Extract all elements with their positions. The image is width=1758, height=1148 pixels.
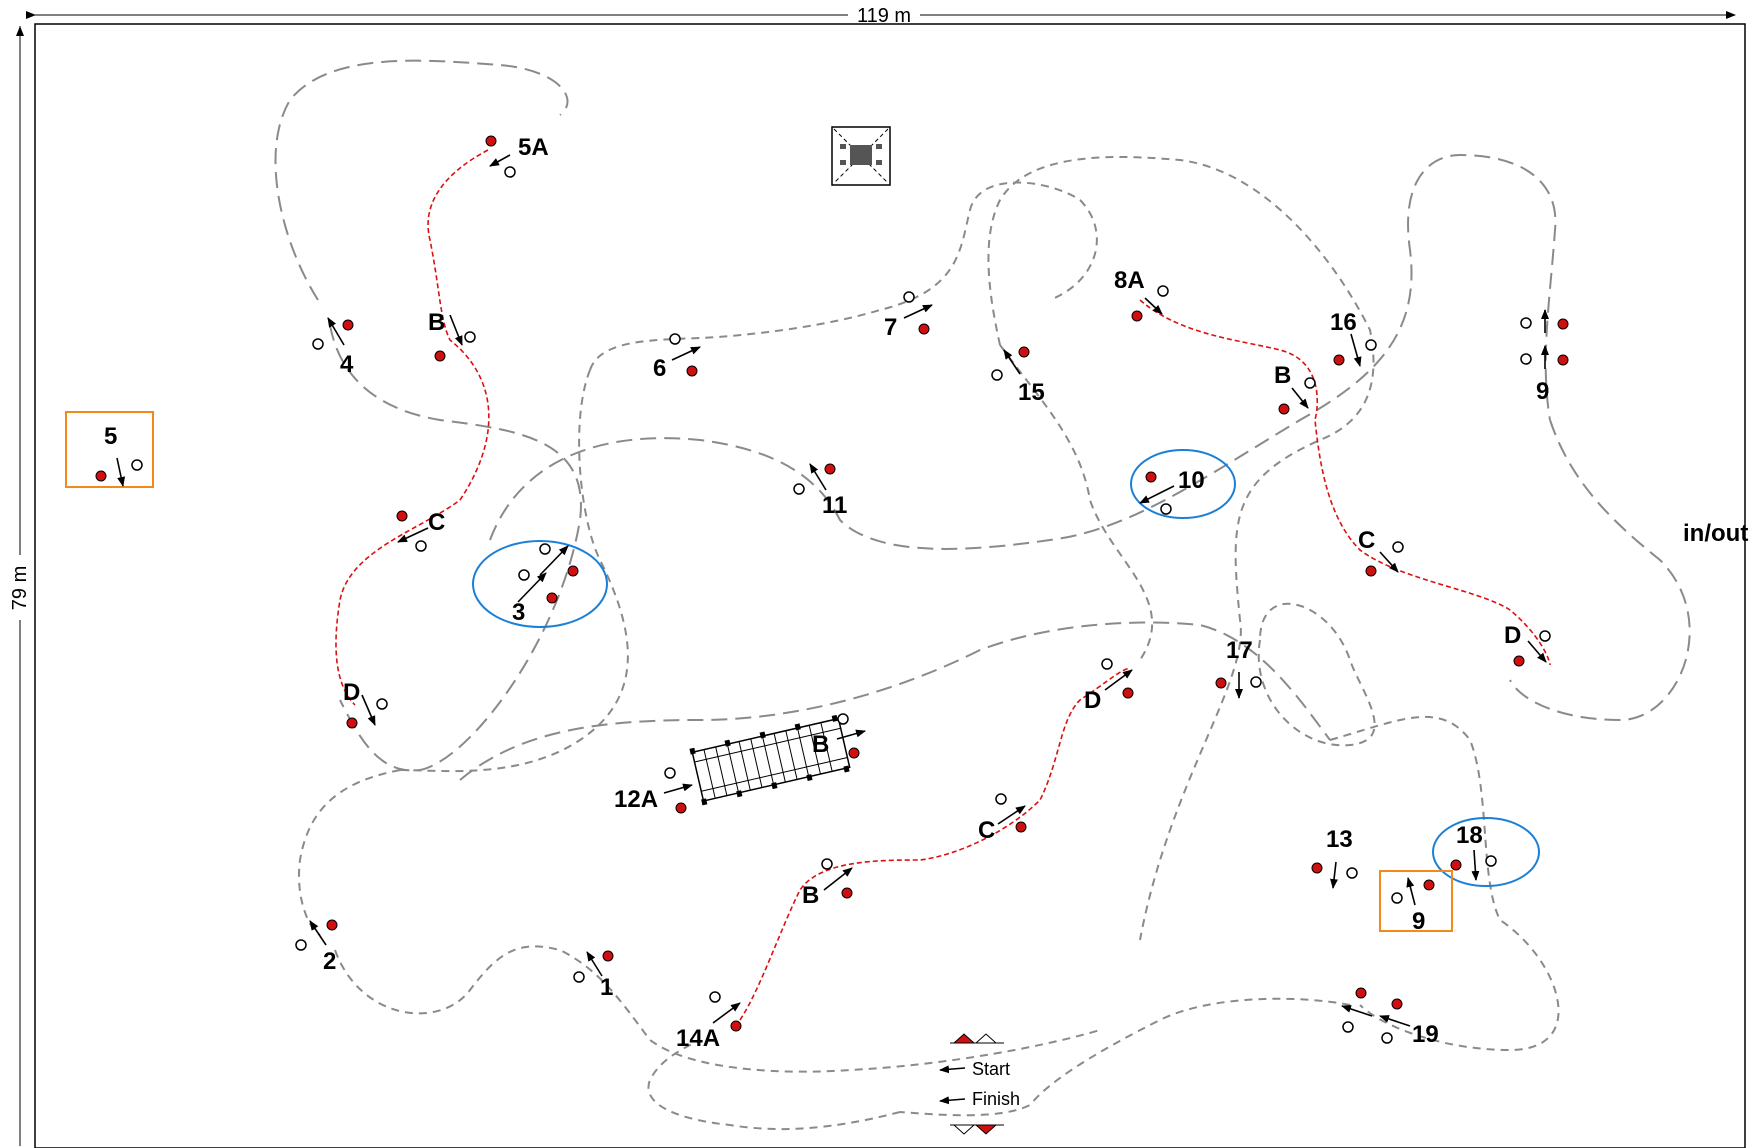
obstacle-label: 13 bbox=[1326, 826, 1353, 853]
obstacle-3: 3 bbox=[512, 543, 579, 626]
obstacle-label: 9 bbox=[1412, 908, 1425, 935]
width-dimension: 119 m bbox=[26, 5, 1736, 27]
obstacle-label: C bbox=[978, 817, 995, 844]
obstacle-label: D bbox=[1504, 622, 1521, 649]
obstacle-14c: C bbox=[978, 793, 1027, 844]
bridge-obstacle bbox=[689, 714, 851, 806]
obstacle-label: C bbox=[428, 509, 445, 536]
obstacle-6: 6 bbox=[653, 333, 701, 382]
obstacle-10: 10 bbox=[1139, 467, 1205, 515]
box-9 bbox=[1379, 870, 1453, 932]
obstacle-label: B bbox=[428, 309, 445, 336]
judge-stand-icon bbox=[831, 126, 891, 186]
obstacle-label: 7 bbox=[884, 314, 897, 341]
obstacle-12a: 12A bbox=[614, 767, 693, 814]
obstacle-label: 8A bbox=[1114, 267, 1145, 294]
obstacle-14d: D bbox=[1084, 658, 1134, 714]
obstacle-19: 19 bbox=[1341, 987, 1439, 1048]
start-label: Start bbox=[972, 1059, 1010, 1079]
obstacle-label: B bbox=[802, 882, 819, 909]
obstacle-2: 2 bbox=[295, 919, 338, 975]
height-label: 79 m bbox=[9, 566, 31, 610]
obstacle-label: C bbox=[1358, 527, 1375, 554]
obstacle-label: B bbox=[812, 731, 829, 758]
obstacle-label: 5 bbox=[104, 423, 117, 450]
obstacle-9box: 9 bbox=[1391, 877, 1435, 935]
obstacle-label: 4 bbox=[340, 351, 354, 378]
obstacle-label: D bbox=[343, 679, 360, 706]
obstacle-17: 17 bbox=[1215, 637, 1262, 699]
start-finish: Start Finish bbox=[939, 1033, 1020, 1135]
obstacle-7: 7 bbox=[884, 291, 933, 341]
obstacle-label: 14A bbox=[676, 1025, 720, 1052]
obstacle-5d: D bbox=[343, 679, 388, 729]
width-label: 119 m bbox=[857, 5, 911, 27]
obstacle-14a: 14A bbox=[676, 991, 742, 1052]
obstacle-1: 1 bbox=[573, 950, 614, 1001]
obstacle-5a: 5A bbox=[485, 134, 549, 178]
obstacle-label: 12A bbox=[614, 786, 658, 813]
obstacle-label: D bbox=[1084, 687, 1101, 714]
obstacle-label: 3 bbox=[512, 599, 525, 626]
entrance-label: in/out bbox=[1683, 520, 1748, 547]
obstacle-label: 11 bbox=[822, 492, 847, 519]
obstacle-label: 15 bbox=[1018, 379, 1045, 406]
ring-18 bbox=[1432, 817, 1540, 887]
obstacle-label: 17 bbox=[1226, 637, 1253, 664]
ring-10 bbox=[1130, 449, 1236, 519]
course-path bbox=[274, 59, 1691, 1131]
obstacle-15: 15 bbox=[991, 346, 1045, 406]
arena-border bbox=[34, 23, 1746, 1148]
obstacle-5b: B bbox=[428, 309, 476, 362]
obstacle-label: 10 bbox=[1178, 467, 1205, 494]
obstacle-4: 4 bbox=[312, 317, 354, 378]
obstacle-16: 16 bbox=[1330, 309, 1377, 367]
obstacle-label: 2 bbox=[323, 948, 336, 975]
obstacle-14b: B bbox=[802, 858, 853, 909]
ring-3 bbox=[472, 540, 608, 628]
obstacle-label: 6 bbox=[653, 355, 666, 382]
obstacle-label: 5A bbox=[518, 134, 549, 161]
obstacle-13: 13 bbox=[1311, 826, 1358, 889]
finish-label: Finish bbox=[972, 1089, 1020, 1109]
red-gate-lines bbox=[335, 149, 1551, 1021]
obstacle-label: B bbox=[1274, 362, 1291, 389]
obstacle-8a: 8A bbox=[1114, 267, 1169, 322]
obstacle-5box: 5 bbox=[95, 423, 143, 487]
obstacle-8d: D bbox=[1504, 622, 1551, 667]
obstacle-label: 19 bbox=[1412, 1021, 1439, 1048]
obstacle-label: 9 bbox=[1536, 378, 1549, 405]
obstacle-5c: C bbox=[396, 509, 445, 552]
obstacle-9a: 9 bbox=[1520, 309, 1569, 405]
height-dimension: 79 m bbox=[9, 26, 31, 1146]
obstacle-18: 18 bbox=[1450, 822, 1497, 881]
obstacle-label: 1 bbox=[600, 974, 613, 1001]
obstacle-8b: B bbox=[1274, 362, 1316, 415]
obstacle-label: 18 bbox=[1456, 822, 1483, 849]
obstacle-11: 11 bbox=[793, 463, 847, 519]
obstacle-label: 16 bbox=[1330, 309, 1357, 336]
box-5 bbox=[65, 411, 154, 488]
obstacle-8c: C bbox=[1358, 527, 1404, 577]
obstacle-12b: B bbox=[812, 713, 866, 759]
